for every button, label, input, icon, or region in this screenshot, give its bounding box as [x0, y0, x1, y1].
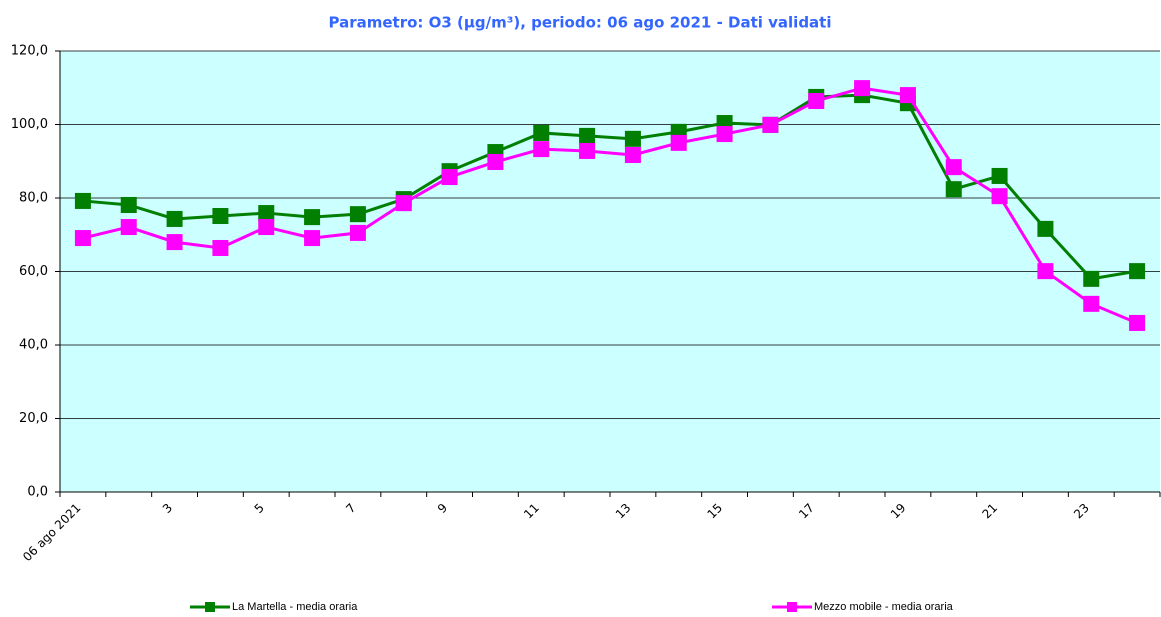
marker: [166, 234, 183, 251]
y-tick-label: 120,0: [11, 44, 48, 59]
x-tick-label: 23: [1071, 501, 1092, 522]
y-tick-label: 20,0: [19, 411, 48, 426]
marker: [120, 219, 137, 236]
marker: [1129, 263, 1146, 280]
marker: [258, 219, 275, 236]
marker: [762, 116, 779, 133]
y-tick-label: 100,0: [11, 117, 48, 132]
marker: [579, 127, 596, 144]
marker: [349, 206, 366, 223]
marker: [212, 208, 229, 225]
marker: [808, 92, 825, 109]
chart-title: Parametro: O3 (µg/m³), periodo: 06 ago 2…: [328, 14, 831, 32]
legend-marker: [787, 602, 797, 612]
marker: [899, 87, 916, 104]
marker: [166, 210, 183, 227]
marker: [258, 205, 275, 222]
marker: [212, 239, 229, 256]
marker: [945, 159, 962, 176]
x-tick-label: 5: [252, 501, 267, 516]
x-tick-label: 3: [160, 501, 175, 516]
marker: [487, 153, 504, 170]
x-tick-label: 13: [613, 501, 634, 522]
marker: [1083, 295, 1100, 312]
legend-label: La Martella - media oraria: [232, 601, 358, 613]
marker: [74, 230, 91, 247]
legend-label: Mezzo mobile - media oraria: [814, 601, 954, 613]
marker: [533, 141, 550, 158]
y-tick-label: 80,0: [19, 191, 48, 206]
marker: [304, 209, 321, 226]
marker: [533, 124, 550, 141]
marker: [624, 130, 641, 147]
x-tick-label: 15: [704, 501, 725, 522]
marker: [854, 80, 871, 97]
marker: [74, 192, 91, 209]
x-tick-label: 9: [435, 501, 450, 516]
marker: [579, 142, 596, 159]
marker: [349, 224, 366, 241]
y-tick-label: 0,0: [27, 485, 48, 500]
marker: [1129, 314, 1146, 331]
marker: [716, 126, 733, 143]
marker: [304, 230, 321, 247]
marker: [624, 147, 641, 164]
legend-marker: [205, 602, 215, 612]
x-tick-label: 19: [888, 501, 909, 522]
x-tick-label: 06 ago 2021: [20, 501, 83, 564]
y-tick-label: 60,0: [19, 264, 48, 279]
x-tick-label: 11: [521, 501, 542, 522]
marker: [1037, 263, 1054, 280]
x-tick-label: 21: [979, 501, 1000, 522]
marker: [395, 195, 412, 212]
marker: [120, 196, 137, 213]
x-tick-label: 17: [796, 501, 817, 522]
marker: [945, 181, 962, 198]
x-tick-label: 7: [343, 501, 358, 516]
marker: [670, 134, 687, 151]
marker: [991, 167, 1008, 184]
marker: [1083, 270, 1100, 287]
marker: [991, 188, 1008, 205]
marker: [441, 169, 458, 186]
marker: [1037, 220, 1054, 237]
y-tick-label: 40,0: [19, 338, 48, 353]
